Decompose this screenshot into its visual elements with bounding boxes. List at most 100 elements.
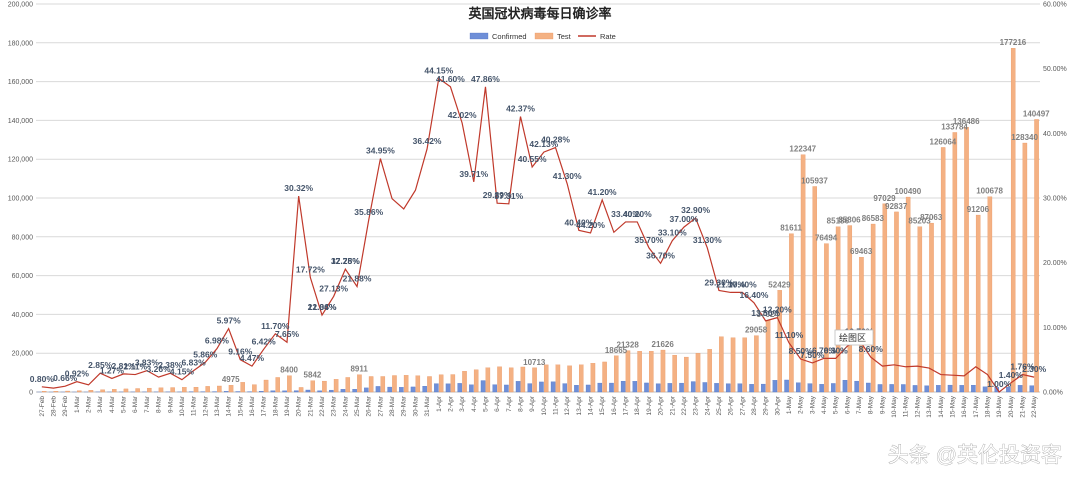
rate-data-label: 11.70% [261, 321, 290, 331]
bar-test [240, 382, 245, 393]
bar-test [905, 196, 911, 393]
bar-confirmed [597, 382, 603, 393]
bar-confirmed [410, 386, 416, 393]
bar-test [975, 214, 981, 393]
bar-test [812, 186, 818, 393]
watermark-text: 头条 @英伦投资客 [888, 444, 1062, 467]
rate-line [41, 77, 1035, 393]
x-tick-label: 13-Apr [576, 395, 583, 415]
test-data-label: 92837 [885, 202, 908, 211]
left-axis-ticks: 0 20,000 40,000 60,000 80,000 100,000 120,000 1… [8, 2, 33, 397]
rate-data-label: 32.78% [331, 256, 360, 266]
bar-test [357, 374, 362, 393]
bar-test [508, 367, 514, 393]
tooltip-text: 绘图区 [839, 332, 866, 343]
x-tick-label: 27-Feb [39, 396, 46, 417]
rate-data-label: 30.32% [284, 183, 313, 193]
test-data-label: 52429 [768, 280, 791, 289]
rate-data-label: 41.20% [588, 187, 617, 197]
y-right-tick-label: 10.00% [1043, 325, 1067, 332]
test-data-label: 8400 [280, 366, 298, 375]
x-tick-label: 29-Feb [62, 396, 69, 417]
bar-test [380, 376, 386, 393]
bar-confirmed [375, 386, 381, 393]
rate-data-label: 4.15% [170, 367, 195, 377]
bar-confirmed [574, 385, 579, 393]
bar-test [275, 377, 280, 393]
x-tick-label: 8-Apr [517, 395, 524, 412]
x-tick-label: 10-Apr [541, 395, 548, 415]
bar-test [940, 147, 946, 393]
rate-data-label: 33.10% [658, 228, 687, 238]
rate-data-label: 40.28% [541, 135, 570, 145]
rate-data-label: 40.55% [518, 154, 547, 164]
rate-data-label: 21.30% [716, 279, 745, 289]
rate-data-label: 7.50% [800, 350, 825, 360]
rate-data-label: 29.89% [483, 190, 512, 200]
test-data-label: 140497 [1023, 109, 1050, 118]
bar-test [228, 385, 234, 393]
rate-data-label: 41.30% [553, 171, 582, 181]
x-tick-label: 28-Mar [389, 395, 396, 416]
y-left-tick-label: 60,000 [12, 273, 34, 280]
chart-title: 英国冠状病毒每日确诊率 [467, 6, 611, 21]
rate-data-label: 6.70% [812, 345, 837, 355]
x-tick-label: 16-Mar [249, 395, 256, 416]
test-data-label: 10713 [523, 358, 546, 367]
bar-test [438, 374, 444, 393]
bar-confirmed [223, 391, 229, 393]
bar-test [882, 203, 888, 393]
x-tick-label: 1-Apr [436, 395, 443, 412]
test-data-label: 122347 [789, 145, 816, 154]
rate-data-label: 12.04% [308, 302, 337, 312]
bar-confirmed [527, 383, 533, 393]
bar-test [1034, 119, 1039, 393]
y-left-tick-label: 0 [29, 390, 33, 397]
test-data-label: 85186 [827, 217, 850, 226]
x-tick-label: 12-Apr [564, 395, 571, 415]
y-right-tick-label: 50.00% [1043, 66, 1067, 73]
test-data-label: 136486 [953, 117, 980, 126]
x-tick-label: 14-Apr [588, 395, 595, 415]
x-tick-label: 7-May [856, 395, 863, 414]
x-tick-label: 4-Apr [471, 395, 478, 412]
rate-data-label: 1.76% [1010, 362, 1035, 372]
y-left-tick-label: 140,000 [8, 118, 33, 125]
x-tick-label: 27-Mar [377, 395, 384, 416]
bar-test [707, 349, 712, 393]
bar-test [147, 387, 152, 393]
test-data-label: 5842 [304, 371, 322, 380]
bar-confirmed [796, 382, 801, 393]
test-data-label: 133784 [941, 122, 968, 131]
y-left-tick-label: 160,000 [8, 79, 33, 86]
rate-data-label: 2.81% [112, 361, 137, 371]
x-tick-label: 20-Apr [658, 395, 665, 415]
test-data-label: 177216 [1000, 38, 1027, 47]
rate-data-label: 6.42% [252, 336, 277, 346]
x-tick-label: 25-Apr [716, 395, 723, 415]
bar-confirmed [457, 383, 462, 393]
test-data-label: 69463 [850, 247, 873, 256]
x-tick-label: 21-May [1019, 395, 1026, 417]
bar-confirmed [258, 391, 264, 393]
x-tick-label: 17-May [973, 395, 980, 417]
bar-confirmed [445, 383, 451, 393]
rate-data-label: 36.42% [413, 136, 442, 146]
x-tick-label: 26-Mar [366, 395, 373, 416]
bar-test [392, 375, 397, 393]
rate-data-label: 3.26% [147, 364, 172, 374]
bar-confirmed [585, 384, 591, 393]
rate-data-label: 35.86% [354, 207, 383, 217]
test-data-label: 100678 [976, 187, 1003, 196]
bar-confirmed [632, 381, 638, 393]
x-tick-label: 6-Apr [494, 395, 501, 412]
legend-label-test: Test [557, 32, 572, 41]
y-right-tick-label: 30.00% [1043, 196, 1067, 203]
x-axis-ticks: 27-Feb 28-Feb 29-Feb 1-Mar 2-Mar 3-Mar 4-Mar 5-… [39, 395, 1038, 418]
rate-data-label: 3.83% [135, 358, 160, 368]
x-tick-label: 23-Mar [331, 395, 338, 416]
bar-test [450, 374, 456, 393]
rate-line-layer [41, 77, 1035, 393]
x-tick-label: 23-Apr [693, 395, 700, 415]
